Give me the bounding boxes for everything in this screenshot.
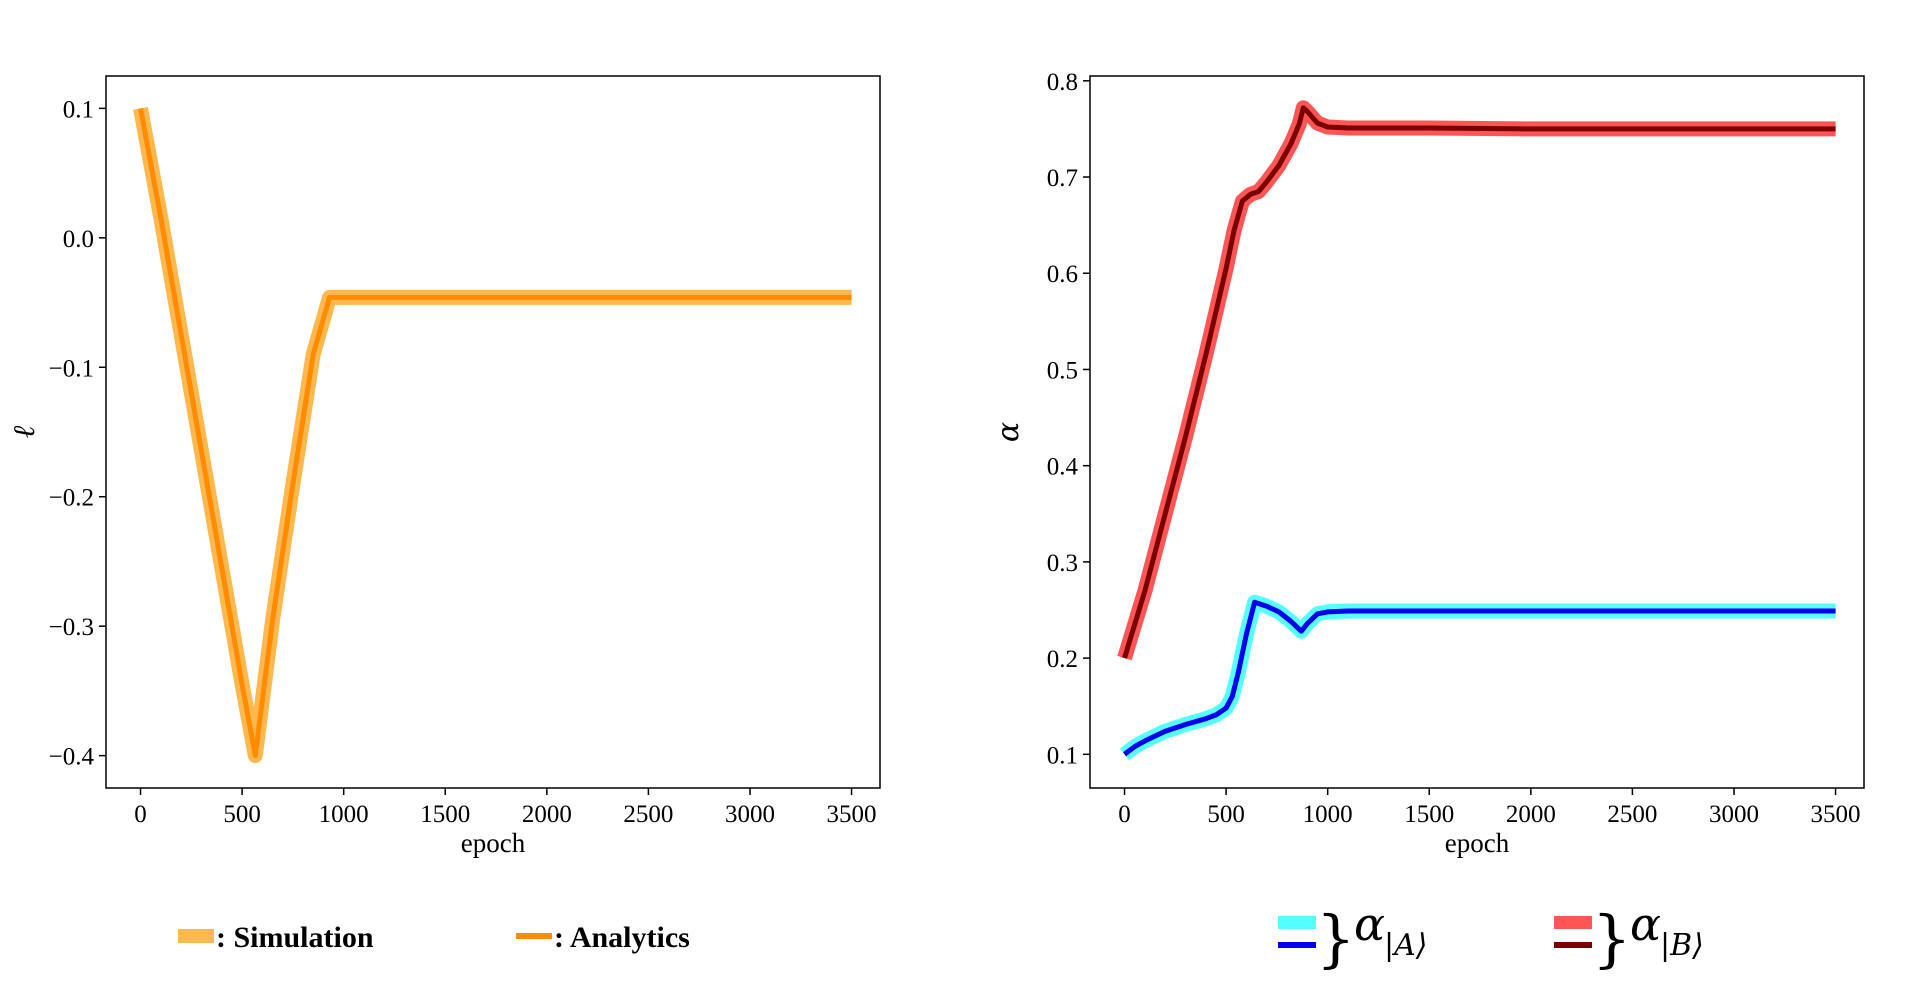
alpha-y-ticks: 0.1 0.2 0.3 0.4 0.5 0.6 0.7 0.8 (1047, 69, 1090, 769)
legend-swatch-analytics (516, 933, 552, 939)
y-tick-label: −0.3 (49, 614, 94, 641)
x-tick-label: 3000 (1709, 801, 1759, 828)
legend-symbol-alpha-a: α (1354, 897, 1385, 951)
series-line-1 (1122, 599, 1836, 757)
y-tick-label: 0.3 (1047, 550, 1078, 577)
y-tick-label: 0.5 (1047, 357, 1078, 384)
loss-legend: : Simulation : Analytics (178, 921, 690, 954)
loss-x-axis-label: epoch (461, 828, 526, 858)
x-tick-label: 2500 (1607, 801, 1657, 828)
alpha-series (1117, 100, 1836, 761)
x-tick-label: 1500 (420, 801, 470, 828)
legend-label-analytics: : Analytics (554, 921, 690, 954)
x-tick-label: 3000 (725, 801, 775, 828)
x-tick-label: 0 (1118, 801, 1131, 828)
loss-x-ticks: 0 500 1000 1500 2000 2500 3000 3500 (134, 788, 877, 828)
alpha-y-axis-label: α (991, 422, 1026, 442)
series-line-0 (133, 107, 852, 764)
legend-swatch-alpha-b-analytic (1554, 942, 1592, 948)
x-tick-label: 0 (134, 801, 147, 828)
y-tick-label: 0.8 (1047, 69, 1078, 96)
legend-subscript-b: |B⟩ (1660, 928, 1704, 963)
alpha-x-axis-label: epoch (1445, 828, 1510, 858)
y-tick-label: 0.6 (1047, 261, 1078, 288)
alpha-chart: 0 500 1000 1500 2000 2500 3000 3500 0.10.20.30.… (991, 69, 1865, 975)
loss-y-ticks: 0.1 0.0 −0.1 −0.2 −0.3 −0.4 (49, 96, 106, 771)
loss-plot-frame (105, 75, 881, 789)
alpha-plot-frame (1089, 75, 1865, 789)
legend-swatch-simulation (178, 929, 214, 943)
legend-symbol-alpha-b: α (1630, 897, 1661, 951)
x-tick-label: 2500 (623, 801, 673, 828)
legend-brace-b: } (1592, 902, 1631, 975)
x-tick-label: 1000 (1303, 801, 1353, 828)
legend-swatch-alpha-b-sim (1554, 916, 1592, 929)
y-tick-label: 0.1 (1047, 742, 1078, 769)
x-tick-label: 500 (1207, 801, 1245, 828)
x-tick-label: 1000 (319, 801, 369, 828)
x-tick-label: 500 (223, 801, 261, 828)
series-line-0 (1119, 594, 1836, 761)
legend-subscript-a: |A⟩ (1384, 928, 1427, 963)
y-tick-label: −0.2 (49, 485, 94, 512)
loss-series (133, 107, 852, 764)
y-tick-label: 0.7 (1047, 165, 1078, 192)
y-tick-label: 0.0 (63, 226, 94, 253)
y-tick-label: −0.1 (49, 355, 94, 382)
y-tick-label: −0.4 (49, 744, 95, 771)
y-tick-label: 0.4 (1047, 454, 1079, 481)
series-line-3 (1122, 105, 1836, 659)
series-line-1 (138, 107, 852, 759)
x-tick-label: 3500 (1811, 801, 1861, 828)
y-tick-label: 0.1 (63, 96, 94, 123)
loss-chart: 0 500 1000 1500 2000 2500 3000 3500 0.1 0.0 −0.1 −… (7, 75, 881, 954)
legend-swatch-alpha-a-sim (1278, 916, 1316, 929)
loss-y-axis-label: ℓ (7, 425, 42, 438)
x-tick-label: 2000 (522, 801, 572, 828)
series-line-2 (1117, 100, 1836, 661)
x-tick-label: 2000 (1506, 801, 1556, 828)
legend-brace-a: } (1316, 902, 1355, 975)
legend-swatch-alpha-a-analytic (1278, 942, 1316, 948)
y-tick-label: 0.2 (1047, 646, 1078, 673)
alpha-legend: } α |A⟩ } α |B⟩ (1278, 897, 1704, 975)
legend-label-simulation: : Simulation (216, 921, 374, 954)
x-tick-label: 1500 (1404, 801, 1454, 828)
alpha-x-ticks: 0 500 1000 1500 2000 2500 3000 3500 (1118, 788, 1861, 828)
x-tick-label: 3500 (827, 801, 877, 828)
